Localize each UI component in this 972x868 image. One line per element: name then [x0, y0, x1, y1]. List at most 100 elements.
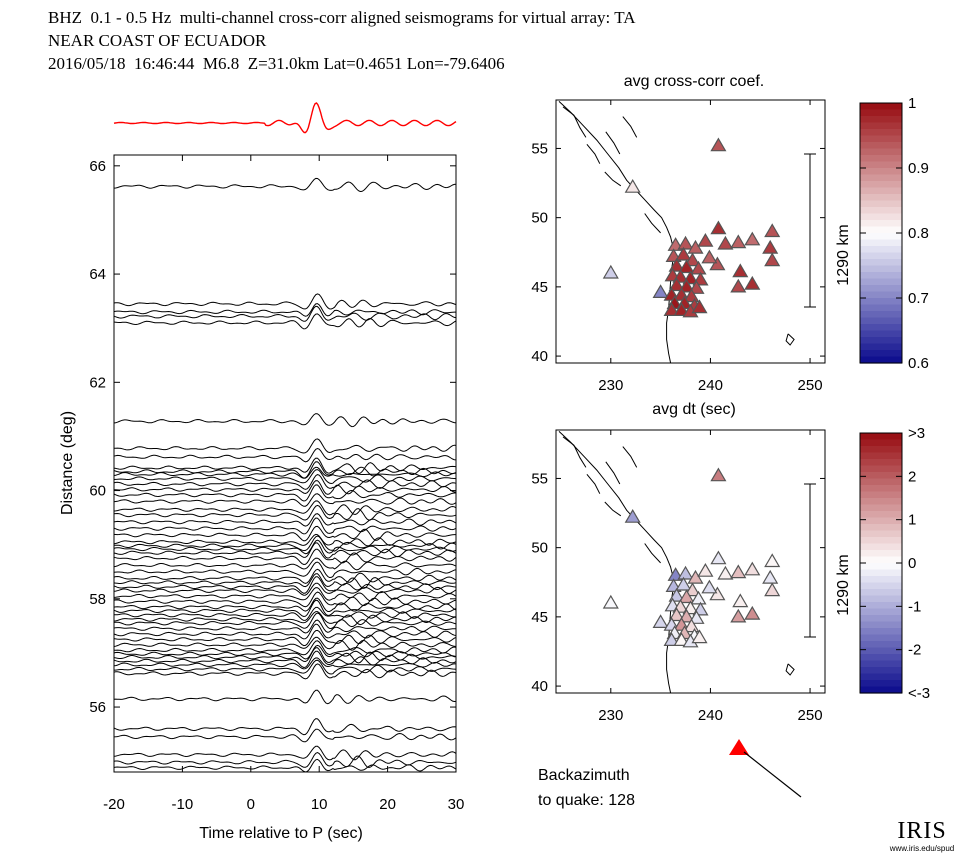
- colorbar-band: [860, 465, 902, 473]
- colorbar-band: [860, 239, 902, 247]
- seismogram-trace: [113, 447, 457, 463]
- station-marker: [691, 299, 708, 314]
- header-line-3: 2016/05/18 16:46:44 M6.8 Z=31.0km Lat=0.…: [48, 54, 505, 73]
- coastline-island: [604, 501, 622, 517]
- station-marker: [668, 607, 685, 622]
- station-marker: [678, 259, 695, 274]
- map-x-tick-label: 250: [798, 707, 823, 724]
- station-marker: [717, 235, 734, 250]
- map-y-tick-label: 45: [531, 279, 548, 296]
- station-marker: [709, 586, 726, 601]
- station-marker: [683, 288, 700, 303]
- map-dt-scalebar: [804, 483, 816, 638]
- colorbar-tick-label: 2: [908, 468, 916, 485]
- station-marker: [744, 231, 761, 246]
- seismogram-axes: -20 -10 0 10 20 30 56 58 60 62 64 66: [89, 155, 464, 813]
- colorbar-band: [860, 634, 902, 642]
- colorbar-band: [860, 272, 902, 280]
- station-marker: [678, 608, 695, 623]
- colorbar-tick-label: 0.8: [908, 225, 929, 242]
- seismogram-trace: [113, 303, 456, 317]
- colorbar-band: [860, 129, 902, 137]
- seismogram-trace: [114, 480, 456, 495]
- station-marker: [717, 565, 734, 580]
- colorbar-tick-label: 1: [908, 512, 916, 529]
- colorbar-coef: 0.6 0.7 0.8 0.9 1: [859, 95, 929, 372]
- colorbar-band: [860, 602, 902, 610]
- station-marker: [730, 278, 747, 293]
- station-marker: [688, 610, 705, 624]
- seismogram-y-tick-label: 66: [89, 158, 106, 175]
- station-marker: [690, 590, 707, 605]
- seismogram-trace: [113, 484, 456, 502]
- coastline-island: [604, 171, 622, 187]
- colorbar-band: [860, 330, 902, 338]
- colorbar-tick-label: 1: [908, 95, 916, 112]
- station-marker: [732, 263, 749, 278]
- colorbar-dt: <-3 -2 -1 0 1 2 >3: [859, 425, 930, 702]
- map-y-tick-label: 50: [531, 540, 548, 557]
- seismogram-trace: [113, 461, 457, 479]
- colorbar-band: [860, 615, 902, 623]
- colorbar-band: [860, 673, 902, 681]
- station-marker: [683, 618, 700, 633]
- seismogram-x-tick-label: -20: [103, 796, 125, 813]
- seismogram-trace: [113, 576, 457, 594]
- map-coef-scalebar-label: 1290 km: [835, 224, 852, 285]
- colorbar-band: [860, 161, 902, 169]
- seismogram-trace: [113, 758, 457, 773]
- backazimuth-direction-line: [743, 751, 802, 798]
- colorbar-band: [860, 213, 902, 221]
- trace-group: [113, 177, 457, 773]
- colorbar-band: [860, 200, 902, 208]
- lake-outline: [785, 333, 795, 346]
- colorbar-band: [860, 446, 902, 454]
- map-coef-title: avg cross-corr coef.: [624, 73, 764, 90]
- colorbar-band: [860, 537, 902, 545]
- map-x-tick-label: 230: [598, 707, 623, 724]
- station-marker: [764, 223, 781, 238]
- coastline-island: [622, 116, 638, 138]
- station-marker: [675, 576, 692, 591]
- station-marker: [687, 239, 704, 254]
- seismogram-y-tick-label: 58: [89, 591, 106, 608]
- station-marker: [624, 179, 641, 193]
- colorbar-tick-label: 0.7: [908, 290, 929, 307]
- seismogram-x-tick-label: 20: [379, 796, 396, 813]
- seismogram-trace: [113, 474, 457, 490]
- station-marker: [602, 264, 619, 279]
- map-y-tick-label: 55: [531, 140, 548, 157]
- map-dt-scalebar-label: 1290 km: [835, 554, 852, 615]
- station-marker: [730, 234, 747, 249]
- colorbar-band: [860, 641, 902, 649]
- colorbar-band: [860, 265, 902, 273]
- seismogram-trace: [113, 718, 457, 736]
- map-x-tick-label: 230: [598, 377, 623, 394]
- colorbar-band: [860, 155, 902, 163]
- colorbar-band: [860, 569, 902, 577]
- map-x-tick-label: 240: [698, 707, 723, 724]
- map-dt-frame: [555, 429, 826, 694]
- map-dt-axes: 230 240 250 40 45 50 55: [531, 430, 825, 724]
- seismogram-trace: [113, 542, 457, 559]
- seismogram-trace: [113, 466, 457, 479]
- station-marker: [709, 256, 726, 271]
- map-coef-coastline: [558, 101, 795, 364]
- colorbar-band: [860, 103, 902, 111]
- backazimuth-marker-icon: [729, 739, 749, 755]
- map-x-tick-label: 240: [698, 377, 723, 394]
- seismogram-trace: [113, 493, 457, 507]
- seismogram-x-tick-label: 30: [448, 796, 465, 813]
- station-marker: [678, 278, 695, 293]
- station-marker: [764, 252, 781, 267]
- map-coef-scalebar: [804, 153, 816, 308]
- seismogram-trace: [113, 597, 457, 612]
- coastline-island: [586, 143, 601, 164]
- station-marker: [762, 569, 779, 584]
- colorbar-band: [860, 543, 902, 551]
- seismogram-trace: [113, 573, 457, 589]
- seismogram-trace: [113, 533, 457, 547]
- seismogram-trace: [113, 612, 457, 630]
- seismogram-trace: [113, 650, 457, 669]
- map-x-tick-label: 250: [798, 377, 823, 394]
